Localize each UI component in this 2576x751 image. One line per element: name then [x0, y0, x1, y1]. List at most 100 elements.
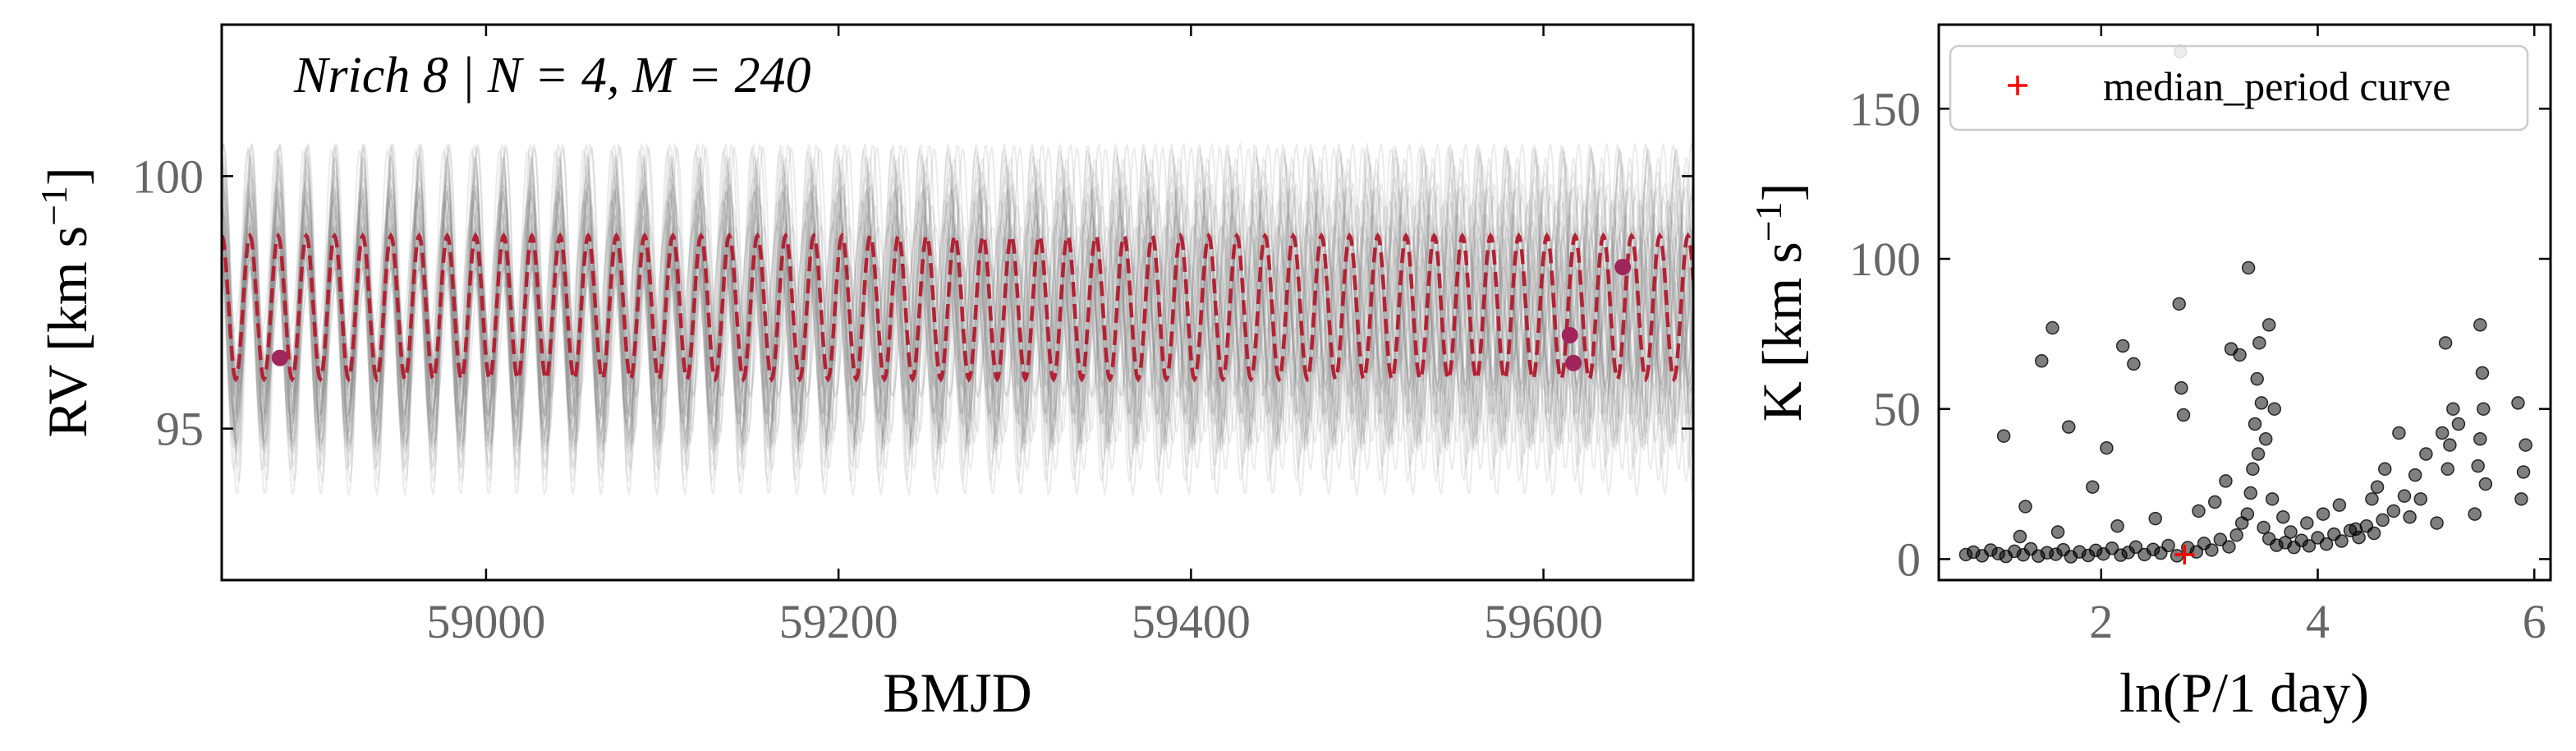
k-point — [2250, 371, 2264, 386]
x-tick-label: 59400 — [1132, 595, 1251, 648]
k-point — [2148, 511, 2162, 526]
k-point — [2392, 426, 2406, 440]
k-point — [2451, 417, 2466, 431]
sample-curve — [222, 223, 1693, 400]
median-period-marker — [2174, 544, 2195, 564]
panel-title: Nrich 8 | N = 4, M = 240 — [293, 48, 810, 104]
k-point — [2267, 402, 2282, 416]
left-y-axis-label-main: RV [km s — [36, 226, 99, 438]
k-point — [2261, 318, 2276, 332]
k-point — [2446, 402, 2460, 416]
k-point — [2222, 540, 2236, 554]
k-point — [2468, 507, 2482, 521]
rv-data-points — [271, 258, 1632, 371]
median-period-curve — [222, 232, 1693, 383]
x-tick-label: 4 — [2306, 595, 2330, 648]
k-point — [2252, 336, 2266, 350]
k-point — [2127, 357, 2141, 371]
x-tick-label: 59200 — [779, 595, 898, 648]
sample-curve — [222, 187, 1693, 498]
k-point — [2476, 402, 2491, 416]
k-point — [2443, 438, 2457, 452]
y-tick-label: 100 — [1849, 233, 1921, 286]
sample-curve — [222, 187, 1693, 451]
sample-curve — [222, 202, 1693, 446]
k-point — [2205, 543, 2219, 557]
right-y-axis-label-sup: −1 — [1747, 201, 1789, 242]
k-point — [2018, 500, 2032, 514]
k-point — [2100, 440, 2114, 455]
k-point — [2435, 426, 2450, 440]
k-point — [2413, 492, 2428, 506]
k-point — [2378, 462, 2392, 477]
k-point — [2035, 354, 2049, 368]
k-point — [2365, 492, 2379, 506]
k-point — [2403, 510, 2417, 524]
k-point — [2257, 520, 2271, 535]
sample-curve — [222, 190, 1693, 484]
sample-curve — [222, 162, 1693, 457]
y-tick-label: 100 — [132, 150, 204, 203]
y-tick-label: 150 — [1849, 82, 1921, 136]
right-y-axis-label-close: ] — [1751, 183, 1813, 202]
k-point — [2174, 380, 2188, 395]
k-point — [2110, 518, 2124, 533]
y-tick-label: 50 — [1873, 383, 1921, 436]
sample-curve — [222, 147, 1693, 417]
rv-point — [271, 349, 288, 366]
median-curve-line — [222, 232, 1693, 383]
k-point — [2438, 336, 2453, 350]
k-point — [2233, 348, 2247, 362]
sample-curve — [222, 141, 1693, 426]
k-point — [2319, 537, 2334, 551]
sample-curve — [222, 141, 1693, 417]
sample-curve — [222, 223, 1693, 362]
sample-curve — [222, 252, 1693, 376]
sample-curve — [222, 196, 1693, 393]
k-point — [2408, 468, 2422, 482]
y-tick-label: 95 — [156, 403, 204, 456]
k-point — [2316, 507, 2330, 521]
k-point — [2085, 480, 2100, 494]
k-point — [2061, 420, 2076, 434]
left-axes-frame — [220, 23, 1695, 582]
k-point — [2251, 447, 2266, 461]
legend: median_period curve — [1949, 44, 2529, 131]
k-point — [2246, 462, 2260, 477]
k-point — [2248, 417, 2262, 431]
rv-point — [1561, 326, 1578, 343]
k-point — [2386, 504, 2401, 518]
k-point — [2473, 318, 2487, 332]
sample-curve — [222, 168, 1693, 454]
k-point — [2219, 474, 2233, 488]
k-point — [2473, 432, 2487, 446]
right-axis-ticks: 2 4 6 0 50 100 150 — [1849, 25, 2551, 648]
k-point — [2367, 526, 2381, 541]
posterior-sample-curves — [222, 141, 1693, 498]
k-point — [2475, 366, 2490, 380]
k-point — [2441, 462, 2454, 477]
k-point — [2013, 529, 2027, 544]
k-point — [2172, 297, 2186, 311]
k-point — [2519, 438, 2532, 452]
x-tick-label: 59000 — [426, 595, 545, 648]
k-point — [2046, 320, 2059, 335]
rv-time-panel: 59000 59200 59400 59600 95 100 Nrich 8 | N = … — [33, 23, 1695, 724]
k-point — [2376, 513, 2390, 528]
k-point — [2161, 538, 2175, 553]
k-point — [2511, 396, 2525, 410]
left-y-axis-label-close: ] — [36, 167, 99, 186]
legend-label: median_period curve — [2103, 63, 2450, 109]
k-point — [2265, 492, 2280, 506]
sample-curve — [222, 280, 1693, 394]
k-point — [2300, 516, 2314, 530]
k-point — [2115, 339, 2130, 353]
right-y-axis-label-main: K [km s — [1751, 242, 1813, 422]
sample-curve — [222, 233, 1693, 389]
left-x-axis-label: BMJD — [883, 661, 1031, 724]
k-point — [2128, 540, 2143, 555]
legend-box — [1949, 44, 2529, 131]
k-point — [2302, 539, 2317, 553]
k-point — [2192, 504, 2206, 518]
